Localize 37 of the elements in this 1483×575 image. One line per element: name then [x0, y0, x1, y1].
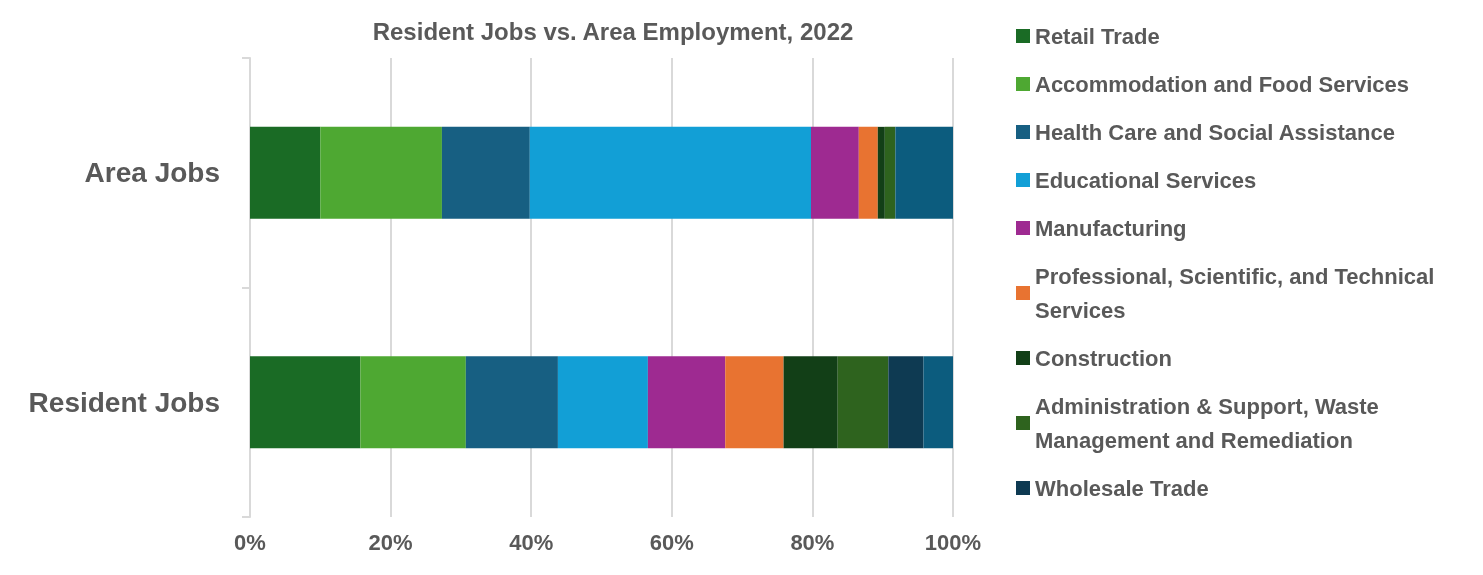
bar — [877, 126, 885, 219]
legend-label: Wholesale Trade — [1035, 475, 1209, 501]
bar — [923, 356, 953, 449]
legend-label: Educational Services — [1035, 167, 1257, 193]
y-tick-label: Resident Jobs — [28, 386, 220, 418]
x-tick-label: 20% — [368, 529, 413, 555]
x-tick-label: 0% — [234, 529, 266, 555]
bar — [360, 356, 466, 449]
x-tick-label: 60% — [649, 529, 694, 555]
x-tick-label: 100% — [924, 529, 982, 555]
bar — [647, 356, 726, 449]
bar — [465, 356, 558, 449]
legend-label: Construction — [1035, 345, 1172, 371]
y-tick-label: Area Jobs — [84, 157, 220, 189]
legend-label: Accommodation and Food Services — [1035, 71, 1410, 97]
legend-label: Health Care and Social Assistance — [1035, 119, 1395, 145]
bar — [557, 356, 648, 449]
bar — [529, 126, 811, 219]
x-tick-label: 40% — [509, 529, 554, 555]
bar — [250, 356, 361, 449]
legend-label: Professional, Scientific, and Technical Services — [1035, 263, 1441, 323]
bar — [441, 126, 530, 219]
chart-title: Resident Jobs vs. Area Employment, 2022 — [372, 17, 854, 45]
bar — [725, 356, 784, 449]
bar — [858, 126, 878, 219]
legend-label: Administration & Support, Waste Management and Remediation — [1035, 393, 1385, 453]
legend-label: Manufacturing — [1035, 215, 1187, 241]
bar — [783, 356, 838, 449]
bar — [888, 356, 924, 449]
x-tick-label: 80% — [790, 529, 835, 555]
bar — [320, 126, 442, 219]
bar — [250, 126, 321, 219]
bar — [837, 356, 889, 449]
bar — [884, 126, 896, 219]
bar — [895, 126, 953, 219]
bar — [810, 126, 859, 219]
legend-label: Retail Trade — [1035, 23, 1160, 49]
